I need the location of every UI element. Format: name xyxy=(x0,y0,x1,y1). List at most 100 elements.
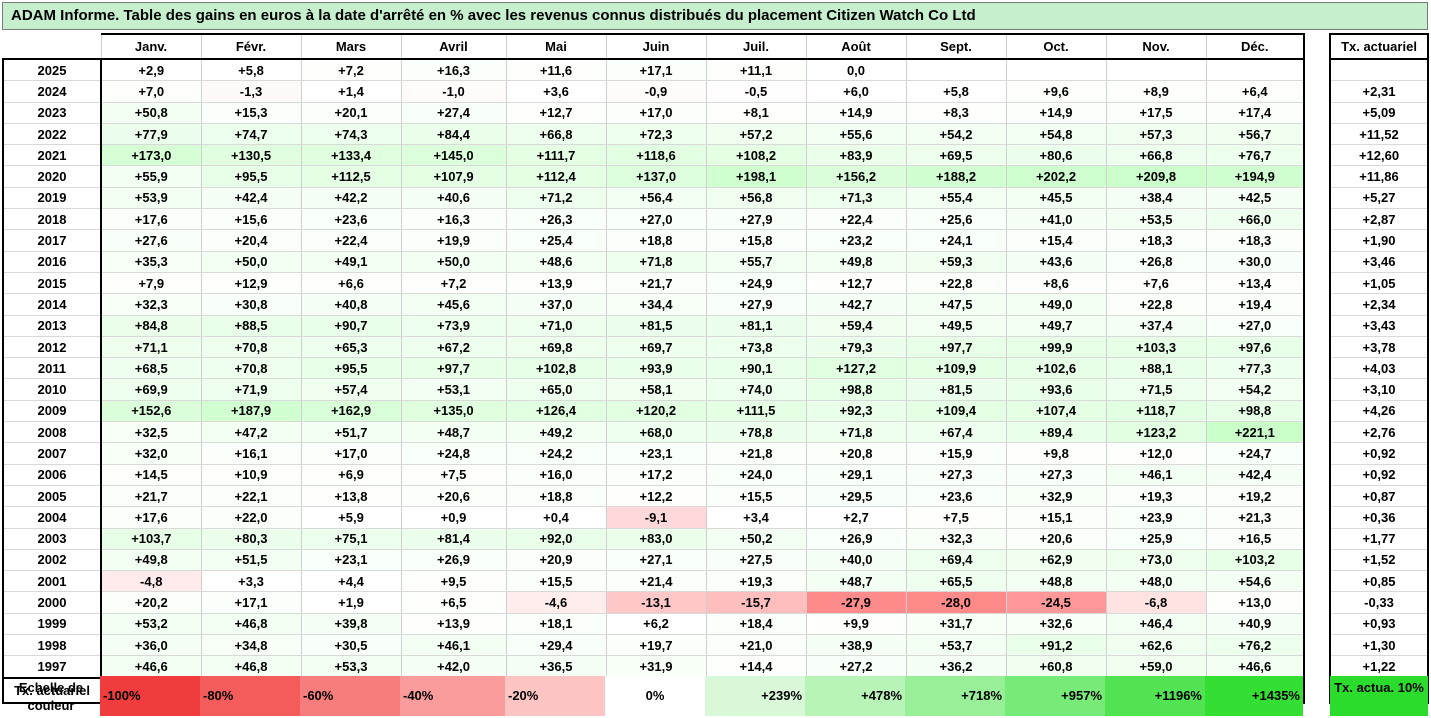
gain-cell: +93,9 xyxy=(605,357,707,380)
tx-actuariel-scale: Tx. actua. 10% xyxy=(1330,676,1428,716)
gain-cell: +188,2 xyxy=(905,165,1007,188)
year-label: 2021 xyxy=(2,144,102,167)
gain-cell: +32,3 xyxy=(100,293,202,316)
table-row: 2022 +77,9 +74,7 +74,3 +84,4 +66,8 +72,3 +57,2 +… xyxy=(2,123,1305,146)
gain-cell: +18,1 xyxy=(505,613,607,636)
tx-actuariel-cell: +1,52 xyxy=(1329,549,1429,572)
gain-cell: +58,1 xyxy=(605,378,707,401)
gain-cell: +69,8 xyxy=(505,336,607,359)
tx-row: +2,34 xyxy=(1329,293,1429,316)
gain-cell: +54,6 xyxy=(1205,570,1305,593)
gain-cell: +7,2 xyxy=(400,272,507,295)
year-label: 2004 xyxy=(2,506,102,529)
gain-cell: +118,6 xyxy=(605,144,707,167)
gain-cell: +17,0 xyxy=(605,102,707,124)
gain-cell: +69,9 xyxy=(100,378,202,401)
gain-cell: +26,9 xyxy=(805,528,907,550)
gain-cell: -0,5 xyxy=(705,80,807,103)
table-row: 2009 +152,6 +187,9 +162,9 +135,0 +126,4 +120,2… xyxy=(2,400,1305,423)
tx-actuariel-cell: -0,33 xyxy=(1329,591,1429,614)
gain-cell: +5,8 xyxy=(200,59,302,82)
gain-cell: +65,3 xyxy=(300,336,402,359)
gain-cell: +69,5 xyxy=(905,144,1007,167)
year-label: 2018 xyxy=(2,208,102,231)
gain-cell: +40,6 xyxy=(400,187,507,210)
gain-cell: +21,8 xyxy=(705,442,807,465)
gain-cell: +42,2 xyxy=(300,187,402,210)
gain-cell: +24,8 xyxy=(400,442,507,465)
gain-cell: +65,0 xyxy=(505,378,607,401)
year-label: 2016 xyxy=(2,251,102,273)
gain-cell: +118,7 xyxy=(1105,400,1207,423)
gain-cell: +55,9 xyxy=(100,165,202,188)
color-swatch: -60% xyxy=(300,676,400,716)
gain-cell: +17,6 xyxy=(100,208,202,231)
tx-row: +2,31 xyxy=(1329,80,1429,103)
year-label: 2014 xyxy=(2,293,102,316)
color-swatch: +957% xyxy=(1005,676,1105,716)
gain-cell: +59,0 xyxy=(1105,655,1207,679)
gain-cell: +27,5 xyxy=(705,549,807,572)
gain-cell: +67,4 xyxy=(905,421,1007,444)
tx-actuariel-cell: +3,43 xyxy=(1329,315,1429,337)
gain-cell: +73,8 xyxy=(705,336,807,359)
gain-cell: +14,9 xyxy=(805,102,907,124)
color-scale-label: Echelle de couleur xyxy=(18,680,84,713)
gain-cell: +39,8 xyxy=(300,613,402,636)
gain-cell: +68,5 xyxy=(100,357,202,380)
gain-cell: -9,1 xyxy=(605,506,707,529)
gain-cell: +81,5 xyxy=(905,378,1007,401)
gain-cell: +69,4 xyxy=(905,549,1007,572)
gain-cell: +32,6 xyxy=(1005,613,1107,636)
gain-cell: +198,1 xyxy=(705,165,807,188)
gain-cell: +16,3 xyxy=(400,59,507,82)
gain-cell: +49,5 xyxy=(905,315,1007,337)
tx-actuariel-cell: +3,46 xyxy=(1329,251,1429,273)
gain-cell: +55,6 xyxy=(805,123,907,146)
color-swatch: -40% xyxy=(400,676,505,716)
year-label: 2006 xyxy=(2,464,102,486)
page-title: ADAM Informe. Table des gains en euros à… xyxy=(2,2,1428,30)
gain-cell: +1,4 xyxy=(300,80,402,103)
gain-cell: +15,5 xyxy=(705,485,807,508)
gain-cell: +34,4 xyxy=(605,293,707,316)
gain-cell: +51,7 xyxy=(300,421,402,444)
year-label: 1997 xyxy=(2,655,102,679)
gain-cell: +16,3 xyxy=(400,208,507,231)
gain-cell: +42,5 xyxy=(1205,187,1305,210)
gain-cell: +48,0 xyxy=(1105,570,1207,593)
gain-cell: +15,5 xyxy=(505,570,607,593)
gain-cell: +89,4 xyxy=(1005,421,1107,444)
gain-cell: +202,2 xyxy=(1005,165,1107,188)
color-swatch: +478% xyxy=(805,676,905,716)
tx-row: +11,86 xyxy=(1329,165,1429,188)
gain-cell: +72,3 xyxy=(605,123,707,146)
gain-cell: +12,7 xyxy=(505,102,607,124)
gain-cell: +13,0 xyxy=(1205,591,1305,614)
gain-cell: +15,3 xyxy=(200,102,302,124)
corner-cell xyxy=(3,34,101,60)
gain-cell: +14,9 xyxy=(1005,102,1107,124)
year-label: 2023 xyxy=(2,102,102,124)
table-row: 2018 +17,6 +15,6 +23,6 +16,3 +26,3 +27,0 +27,9 +… xyxy=(2,208,1305,231)
gain-cell: +15,9 xyxy=(905,442,1007,465)
year-label: 2007 xyxy=(2,442,102,465)
gain-cell: +26,9 xyxy=(400,549,507,572)
month-header: Sept. xyxy=(905,33,1007,60)
gain-cell: +111,7 xyxy=(505,144,607,167)
gain-cell: +53,7 xyxy=(905,634,1007,657)
gain-cell: +74,0 xyxy=(705,378,807,401)
gain-cell: +0,4 xyxy=(505,506,607,529)
month-header: Déc. xyxy=(1205,33,1305,60)
gain-cell: +55,4 xyxy=(905,187,1007,210)
gain-cell: +18,8 xyxy=(605,229,707,252)
gain-cell: +109,9 xyxy=(905,357,1007,380)
gain-cell: +130,5 xyxy=(200,144,302,167)
gain-cell: +49,7 xyxy=(1005,315,1107,337)
gain-cell: +92,3 xyxy=(805,400,907,423)
table-row: 2017 +27,6 +20,4 +22,4 +19,9 +25,4 +18,8 +15,8 +… xyxy=(2,229,1305,252)
gain-cell: +80,3 xyxy=(200,528,302,550)
gain-cell: +20,1 xyxy=(300,102,402,124)
gain-cell: +32,5 xyxy=(100,421,202,444)
tx-row: +0,36 xyxy=(1329,506,1429,529)
